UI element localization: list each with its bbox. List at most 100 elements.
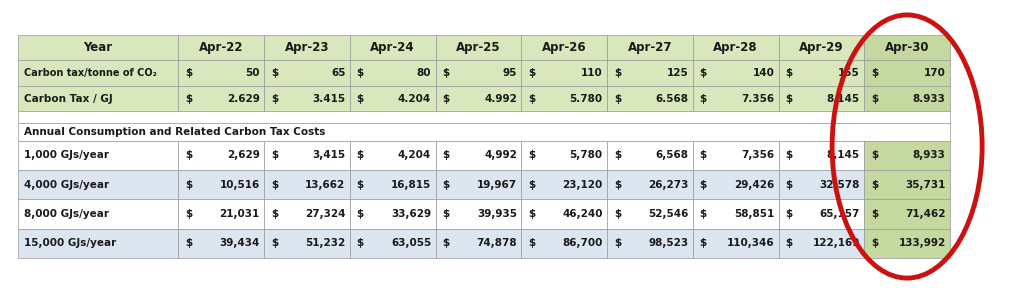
Bar: [18, 60, 178, 86]
Bar: [18, 111, 950, 123]
Bar: [778, 229, 864, 258]
Text: 52,546: 52,546: [648, 209, 688, 219]
Text: $: $: [442, 93, 450, 104]
Text: 10,516: 10,516: [219, 180, 260, 190]
Text: $: $: [871, 209, 879, 219]
Text: 39,434: 39,434: [219, 238, 260, 248]
Text: $: $: [871, 68, 879, 78]
Text: $: $: [185, 238, 193, 248]
Text: $: $: [185, 93, 193, 104]
Bar: [18, 141, 178, 170]
Bar: [693, 35, 778, 60]
Text: 4,204: 4,204: [398, 150, 431, 160]
Text: $: $: [271, 93, 279, 104]
Text: 8,145: 8,145: [826, 150, 860, 160]
Text: $: $: [528, 209, 536, 219]
Bar: [350, 60, 435, 86]
Text: 58,851: 58,851: [734, 209, 774, 219]
Bar: [521, 86, 607, 111]
Bar: [864, 35, 950, 60]
Bar: [693, 199, 778, 229]
Text: 86,700: 86,700: [562, 238, 603, 248]
Bar: [778, 35, 864, 60]
Text: Carbon Tax / GJ: Carbon Tax / GJ: [25, 93, 114, 104]
Text: Annual Consumption and Related Carbon Tax Costs: Annual Consumption and Related Carbon Ta…: [25, 127, 326, 137]
Bar: [18, 170, 178, 199]
Text: $: $: [871, 238, 879, 248]
Text: 39,935: 39,935: [477, 209, 517, 219]
Text: Apr-25: Apr-25: [456, 41, 501, 54]
Text: Apr-28: Apr-28: [714, 41, 758, 54]
Bar: [693, 229, 778, 258]
Text: $: $: [442, 238, 450, 248]
Bar: [521, 141, 607, 170]
Text: 4,992: 4,992: [484, 150, 517, 160]
Bar: [521, 229, 607, 258]
Text: $: $: [528, 180, 536, 190]
Text: 50: 50: [246, 68, 260, 78]
Bar: [778, 170, 864, 199]
Bar: [264, 199, 350, 229]
Text: $: $: [271, 209, 279, 219]
Bar: [178, 199, 264, 229]
Text: $: $: [356, 150, 364, 160]
Text: $: $: [871, 180, 879, 190]
Bar: [778, 60, 864, 86]
Text: 122,169: 122,169: [813, 238, 860, 248]
Text: Apr-29: Apr-29: [799, 41, 844, 54]
Text: 4.992: 4.992: [484, 93, 517, 104]
Bar: [178, 170, 264, 199]
Text: 5,780: 5,780: [569, 150, 603, 160]
Bar: [607, 229, 693, 258]
Bar: [521, 199, 607, 229]
Text: $: $: [699, 238, 707, 248]
Bar: [178, 229, 264, 258]
Text: 2.629: 2.629: [227, 93, 260, 104]
Text: $: $: [785, 238, 793, 248]
Bar: [264, 35, 350, 60]
Text: $: $: [528, 150, 536, 160]
Bar: [607, 86, 693, 111]
Text: $: $: [785, 180, 793, 190]
Bar: [778, 141, 864, 170]
Text: $: $: [871, 150, 879, 160]
Text: $: $: [442, 150, 450, 160]
Bar: [864, 86, 950, 111]
Text: 51,232: 51,232: [305, 238, 345, 248]
Text: 35,731: 35,731: [905, 180, 946, 190]
Text: $: $: [271, 150, 279, 160]
Text: Apr-22: Apr-22: [199, 41, 244, 54]
Text: 26,273: 26,273: [648, 180, 688, 190]
Text: $: $: [442, 209, 450, 219]
Text: 110: 110: [581, 68, 603, 78]
Text: 46,240: 46,240: [562, 209, 603, 219]
Text: 8,933: 8,933: [912, 150, 946, 160]
Text: $: $: [871, 93, 879, 104]
Text: $: $: [613, 238, 622, 248]
Text: 8.145: 8.145: [826, 93, 860, 104]
Text: Apr-24: Apr-24: [371, 41, 415, 54]
Text: Carbon tax/tonne of CO₂: Carbon tax/tonne of CO₂: [25, 68, 158, 78]
Text: 4.204: 4.204: [398, 93, 431, 104]
Text: 7.356: 7.356: [741, 93, 774, 104]
Text: 32,578: 32,578: [819, 180, 860, 190]
Bar: [264, 60, 350, 86]
Text: 2,629: 2,629: [227, 150, 260, 160]
Text: $: $: [442, 68, 450, 78]
Bar: [178, 35, 264, 60]
Text: $: $: [528, 238, 536, 248]
Bar: [350, 86, 435, 111]
Bar: [18, 123, 950, 141]
Text: 5.780: 5.780: [569, 93, 603, 104]
Bar: [18, 35, 178, 60]
Text: 4,000 GJs/year: 4,000 GJs/year: [25, 180, 110, 190]
Text: 65: 65: [331, 68, 345, 78]
Text: 65,157: 65,157: [819, 209, 860, 219]
Bar: [350, 170, 435, 199]
Text: 63,055: 63,055: [391, 238, 431, 248]
Text: 133,992: 133,992: [898, 238, 946, 248]
Bar: [864, 60, 950, 86]
Bar: [521, 35, 607, 60]
Text: 6,568: 6,568: [655, 150, 688, 160]
Text: 27,324: 27,324: [305, 209, 345, 219]
